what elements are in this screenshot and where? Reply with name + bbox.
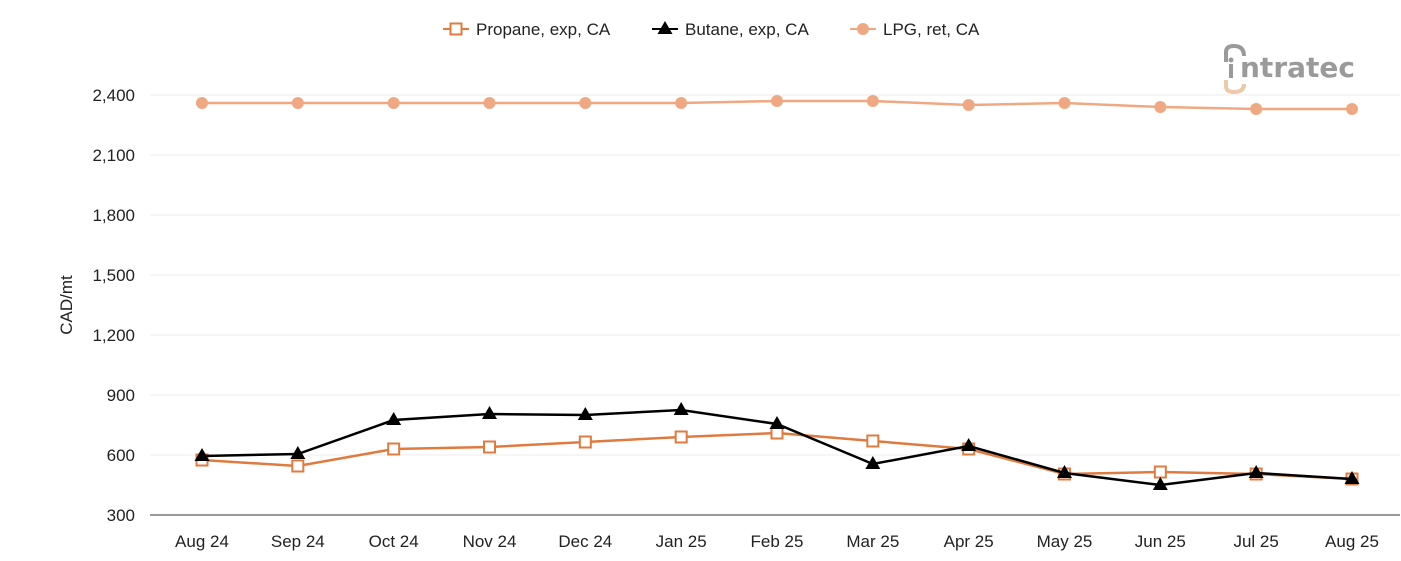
- data-point: [866, 434, 880, 448]
- data-point: [579, 97, 592, 109]
- y-tick-label: 300: [107, 506, 135, 525]
- y-axis-ticks: 300 600 900 1,200 1,500 1,800 2,100 2,400: [92, 86, 135, 525]
- x-tick-label: Sep 24: [271, 532, 325, 551]
- data-point: [674, 430, 688, 444]
- x-tick-label: Nov 24: [463, 532, 517, 551]
- legend-item[interactable]: LPG, ret, CA: [850, 20, 980, 39]
- data-point: [196, 97, 208, 109]
- legend-label: LPG, ret, CA: [883, 20, 980, 39]
- y-axis-label: CAD/mt: [57, 275, 76, 335]
- legend-label: Propane, exp, CA: [476, 20, 611, 39]
- data-point: [865, 456, 881, 469]
- x-tick-label: Oct 24: [369, 532, 419, 551]
- x-tick-label: Feb 25: [751, 532, 804, 551]
- data-point: [387, 442, 401, 456]
- data-point: [771, 95, 783, 107]
- x-axis-ticks: Aug 24 Sep 24 Oct 24 Nov 24 Dec 24 Jan 25 Feb …: [175, 532, 1379, 551]
- data-point: [1250, 103, 1263, 115]
- x-tick-label: Aug 24: [175, 532, 229, 551]
- intratec-logo: ntratec: [1224, 43, 1355, 95]
- data-point: [1153, 465, 1167, 479]
- data-point: [290, 446, 306, 459]
- data-point: [1154, 101, 1167, 113]
- legend-item[interactable]: Butane, exp, CA: [652, 20, 809, 39]
- legend-item[interactable]: Propane, exp, CA: [443, 20, 611, 39]
- data-point: [962, 99, 975, 111]
- y-tick-label: 1,200: [92, 326, 135, 345]
- y-tick-label: 900: [107, 386, 135, 405]
- data-point: [866, 95, 879, 107]
- data-point: [291, 459, 305, 473]
- y-tick-label: 600: [107, 446, 135, 465]
- gridlines: [150, 94, 1400, 516]
- data-point: [483, 97, 496, 109]
- data-point: [387, 97, 400, 109]
- data-point: [769, 416, 785, 429]
- data-point: [291, 97, 304, 109]
- y-tick-label: 1,500: [92, 266, 135, 285]
- x-tick-label: Mar 25: [846, 532, 899, 551]
- y-tick-label: 2,100: [92, 146, 135, 165]
- data-point: [483, 440, 496, 454]
- x-tick-label: May 25: [1037, 532, 1093, 551]
- y-tick-label: 2,400: [92, 86, 135, 105]
- series-0: [195, 426, 1359, 486]
- data-point: [578, 435, 592, 449]
- x-tick-label: Apr 25: [944, 532, 994, 551]
- series-1: [194, 402, 1360, 490]
- series-group: [194, 95, 1360, 490]
- x-tick-label: Jul 25: [1233, 532, 1278, 551]
- x-tick-label: Jan 25: [656, 532, 707, 551]
- data-point: [770, 426, 784, 440]
- svg-text:ntratec: ntratec: [1240, 51, 1355, 84]
- data-point: [1058, 97, 1071, 109]
- data-point: [1057, 465, 1072, 478]
- legend-label: Butane, exp, CA: [685, 20, 809, 39]
- data-point: [386, 412, 402, 425]
- series-2: [196, 95, 1358, 115]
- data-point: [482, 406, 497, 419]
- legend-marker: [449, 22, 463, 36]
- data-point: [961, 438, 977, 451]
- data-point: [673, 402, 689, 415]
- data-point: [577, 407, 593, 420]
- x-tick-label: Aug 25: [1325, 532, 1379, 551]
- series-line: [201, 431, 1353, 481]
- x-tick-label: Dec 24: [558, 532, 612, 551]
- data-point: [1346, 103, 1358, 115]
- y-tick-label: 1,800: [92, 206, 135, 225]
- legend-marker: [857, 23, 869, 35]
- legend: Propane, exp, CA Butane, exp, CA LPG, ret,…: [443, 20, 980, 39]
- x-tick-label: Jun 25: [1135, 532, 1186, 551]
- data-point: [1248, 465, 1264, 478]
- data-point: [1152, 477, 1168, 490]
- data-point: [1344, 471, 1360, 484]
- legend-marker: [657, 21, 673, 34]
- data-point: [194, 448, 210, 461]
- data-point: [675, 97, 688, 109]
